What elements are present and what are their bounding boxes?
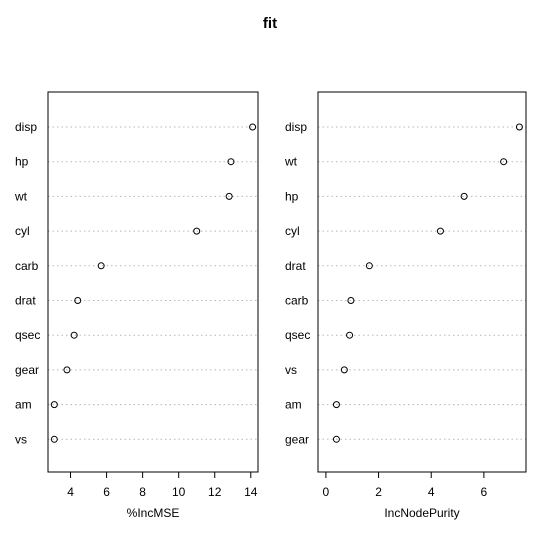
panel1-category-label-vs: vs xyxy=(15,432,27,446)
panel1-point-vs xyxy=(50,435,58,443)
panel2-category-label-qsec: qsec xyxy=(285,328,310,342)
panel2-category-label-carb: carb xyxy=(285,294,309,308)
panel1-x-tick-label-12: 12 xyxy=(208,485,222,499)
panel2-category-label-hp: hp xyxy=(285,189,299,203)
panel1-category-label-disp: disp xyxy=(15,120,37,134)
panel2-x-tick-label-6: 6 xyxy=(481,485,488,499)
panel1-point-carb xyxy=(97,262,105,270)
panel1-category-label-qsec: qsec xyxy=(15,328,40,342)
panel2-point-qsec xyxy=(346,331,354,339)
panel1-x-tick-label-14: 14 xyxy=(244,485,258,499)
panel2-point-carb xyxy=(347,297,355,304)
incmse-panel: disp hp wt cyl carb drat qsec gear am vs 4 6 8 10 12 14… xyxy=(14,91,259,520)
panel2-x-tick-label-4: 4 xyxy=(428,485,435,499)
panel1-x-axis-label: %IncMSE xyxy=(127,506,180,520)
panel2-point-hp xyxy=(460,192,468,200)
panel2-category-label-cyl: cyl xyxy=(285,224,300,238)
panel1-point-hp xyxy=(227,158,235,166)
panel1-point-am xyxy=(50,401,58,409)
panel1-category-label-wt: wt xyxy=(14,189,28,203)
panel1-point-drat xyxy=(74,297,82,304)
panel2-category-label-drat: drat xyxy=(285,259,306,273)
panel1-frame xyxy=(47,91,259,473)
panel1-x-tick-label-8: 8 xyxy=(139,485,146,499)
panel2-point-vs xyxy=(340,366,348,374)
panel2-point-wt xyxy=(500,158,508,166)
incnodepurity-panel: disp wt hp cyl drat carb qsec vs am gear 0 2 4 6 IncNo… xyxy=(284,91,527,520)
panel2-point-drat xyxy=(365,262,373,270)
panel1-category-label-carb: carb xyxy=(15,259,39,273)
panel2-point-disp xyxy=(515,123,523,131)
panel2-point-am xyxy=(332,401,340,409)
panel2-point-gear xyxy=(332,435,340,443)
panel1-point-disp xyxy=(249,123,257,131)
panel1-point-gear xyxy=(63,366,71,374)
panel1-category-label-drat: drat xyxy=(15,294,36,308)
panel2-category-label-wt: wt xyxy=(284,155,298,169)
panel1-category-label-cyl: cyl xyxy=(15,224,30,238)
panel2-x-tick-label-2: 2 xyxy=(375,485,382,499)
panel2-frame xyxy=(317,91,527,473)
panel2-category-label-am: am xyxy=(285,398,302,412)
panel2-x-tick-label-0: 0 xyxy=(323,485,330,499)
chart-title: fit xyxy=(263,15,277,32)
panel1-x-tick-label-10: 10 xyxy=(172,485,186,499)
panel1-category-label-gear: gear xyxy=(15,363,39,377)
panel1-category-label-hp: hp xyxy=(15,155,29,169)
panel2-x-axis-label: IncNodePurity xyxy=(384,506,459,520)
panel1-point-wt xyxy=(225,192,233,200)
panel2-point-cyl xyxy=(436,227,444,235)
panel1-point-cyl xyxy=(193,227,201,235)
panel1-x-tick-label-6: 6 xyxy=(103,485,110,499)
panel1-x-tick-label-4: 4 xyxy=(67,485,74,499)
panel1-category-label-am: am xyxy=(15,398,32,412)
panel2-category-label-gear: gear xyxy=(285,432,309,446)
panel2-category-label-disp: disp xyxy=(285,120,307,134)
panel1-point-qsec xyxy=(70,331,78,339)
panel2-category-label-vs: vs xyxy=(285,363,297,377)
